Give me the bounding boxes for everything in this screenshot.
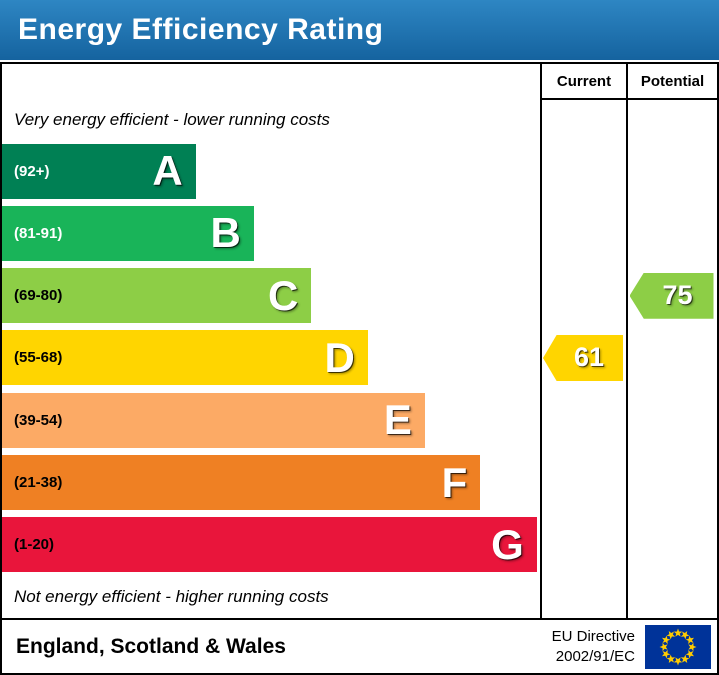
caption-bottom: Not energy efficient - higher running co… <box>14 586 329 606</box>
band-row-g: (1-20) G <box>2 514 540 576</box>
current-rating-value: 61 <box>573 342 605 373</box>
region-label: England, Scotland & Wales <box>16 634 286 658</box>
band-range-f: (21-38) <box>14 474 63 492</box>
band-letter-g: G <box>491 520 524 568</box>
band-row-a: (92+) A <box>2 140 540 202</box>
footer: England, Scotland & Wales EU Directive 2… <box>0 620 719 675</box>
band-row-f: (21-38) F <box>2 451 540 513</box>
band-letter-a: A <box>152 147 183 195</box>
eu-directive-line1: EU Directive <box>551 628 635 645</box>
potential-arrow-cell: 75 <box>626 265 717 327</box>
band-bar-d: (55-68) D <box>2 330 368 386</box>
column-header-potential: Potential <box>626 64 717 100</box>
current-rating-arrow: 61 <box>543 334 623 381</box>
band-range-e: (39-54) <box>14 411 63 429</box>
band-bar-e: (39-54) E <box>2 392 425 448</box>
column-header-current: Current <box>540 64 626 100</box>
band-row-c: (69-80) C <box>2 265 540 327</box>
band-row-d: (55-68) D <box>2 327 540 389</box>
eu-directive-line2: 2002/91/EC <box>555 647 635 665</box>
band-bar-f: (21-38) F <box>2 455 481 511</box>
caption-top: Very energy efficient - lower running co… <box>14 110 330 129</box>
eu-flag-icon <box>645 624 711 669</box>
potential-column-divider <box>626 100 717 618</box>
eu-directive-label: EU Directive 2002/91/EC <box>552 627 635 666</box>
band-row-b: (81-91) B <box>2 202 540 264</box>
band-bar-c: (69-80) C <box>2 268 312 324</box>
page-title: Energy Efficiency Rating <box>18 13 384 46</box>
band-range-d: (55-68) <box>14 349 63 367</box>
band-range-c: (69-80) <box>14 287 63 305</box>
band-row-e: (39-54) E <box>2 389 540 451</box>
band-range-g: (1-20) <box>14 536 55 554</box>
band-range-b: (81-91) <box>14 224 63 242</box>
band-bar-g: (1-20) G <box>2 517 537 573</box>
band-letter-c: C <box>268 271 299 319</box>
band-letter-e: E <box>383 396 412 444</box>
banner: Energy Efficiency Rating <box>0 0 719 60</box>
current-arrow-cell: 61 <box>540 327 626 389</box>
potential-rating-arrow: 75 <box>629 272 714 319</box>
energy-rating-chart: Current Potential Very energy efficient … <box>0 62 719 620</box>
band-bar-a: (92+) A <box>2 143 196 199</box>
band-letter-d: D <box>324 333 355 381</box>
potential-rating-value: 75 <box>662 280 693 311</box>
band-letter-f: F <box>441 458 468 506</box>
band-letter-b: B <box>210 209 241 257</box>
current-column-divider <box>540 100 626 618</box>
band-range-a: (92+) <box>14 162 50 180</box>
band-bar-b: (81-91) B <box>2 205 254 261</box>
